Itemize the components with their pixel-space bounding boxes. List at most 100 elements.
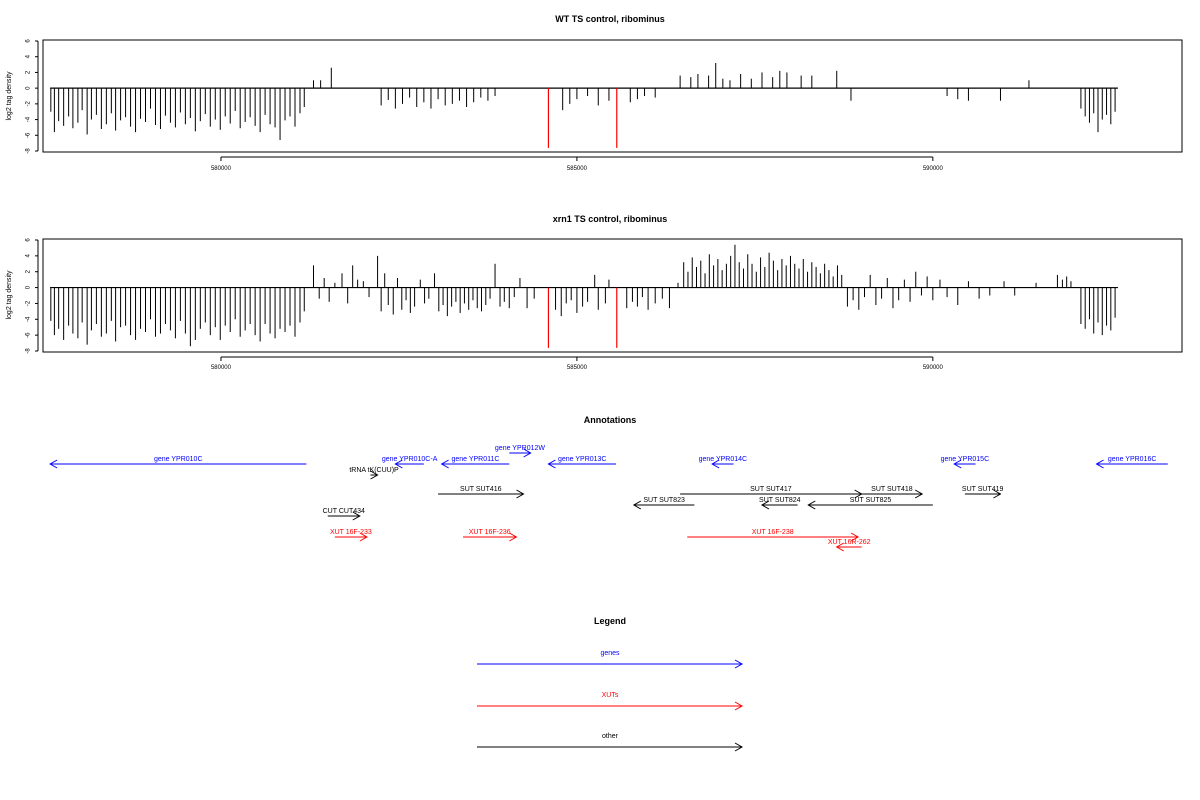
wt-y-tick-label: -4: [26, 116, 32, 122]
annotation-feature: gene YPR010C: [49, 456, 307, 469]
xrn1-bars: [50, 244, 1118, 348]
wt-y-tick-label: -8: [26, 148, 32, 154]
arrowhead-icon: [547, 459, 556, 469]
arrowhead-icon: [993, 489, 1002, 499]
wt-y-tick-label: 6: [26, 39, 32, 43]
annotation-feature: CUT CUT434: [323, 508, 365, 521]
xrn1-y-tick-label: 6: [26, 238, 32, 242]
feature-label: SUT SUT419: [962, 486, 1004, 493]
arrowhead-icon: [734, 659, 744, 669]
arrowhead-icon: [352, 511, 361, 521]
arrowhead-icon: [734, 742, 744, 752]
annotation-features: gene YPR010C gene YPR010C-A tRNA tK(CUU)P g…: [49, 445, 1168, 552]
legend-item-xuts: XUTs: [477, 692, 744, 711]
feature-label: XUT 16F-238: [752, 529, 794, 536]
feature-label: XUT 16F-236: [469, 529, 511, 536]
feature-label: SUT SUT418: [871, 486, 913, 493]
feature-label: gene YPR010C: [154, 456, 203, 463]
arrowhead-icon: [711, 459, 720, 469]
xrn1-y-tick-label: 0: [26, 285, 32, 289]
arrowhead-icon: [760, 500, 770, 510]
wt-y-axis-label: log2 tag density: [6, 71, 13, 121]
arrowhead-icon: [440, 459, 449, 469]
arrowhead-icon: [516, 489, 525, 499]
legend-panel: Legend genes XUTs other: [477, 616, 744, 752]
feature-label: gene YPR012W: [495, 445, 545, 452]
annotation-feature: SUT SUT825: [807, 497, 933, 510]
arrowhead-icon: [1095, 459, 1104, 469]
feature-label: gene YPR010C-A: [382, 456, 438, 463]
xrn1-y-tick-label: -8: [26, 348, 32, 354]
xrn1-plot-frame: [42, 238, 1183, 353]
arrowhead-icon: [734, 701, 744, 711]
arrowhead-icon: [835, 542, 844, 552]
arrowhead-icon: [632, 500, 642, 510]
annotation-feature: gene YPR014C: [699, 456, 748, 469]
xrn1-x-tick-label: 580000: [211, 365, 232, 371]
arrowhead-icon: [394, 459, 403, 469]
feature-label: SUT SUT416: [460, 486, 502, 493]
feature-label: SUT SUT417: [750, 486, 792, 493]
annotation-feature: XUT 16F-233: [330, 529, 372, 542]
feature-label: CUT CUT434: [323, 508, 365, 515]
xrn1-track-panel: xrn1 TS control, ribominus log2 tag dens…: [6, 214, 1183, 371]
feature-label: XUT 16F-233: [330, 529, 372, 536]
annotation-feature: SUT SUT419: [962, 486, 1004, 499]
wt-x-axis: 580000 585000 590000: [211, 156, 944, 172]
xrn1-y-tick-label: -6: [26, 332, 32, 338]
wt-y-tick-label: 2: [26, 70, 32, 74]
annotation-feature: XUT 16R-262: [828, 539, 871, 552]
xrn1-y-tick-label: -4: [26, 316, 32, 322]
xrn1-x-axis: 580000 585000 590000: [211, 356, 944, 371]
wt-y-tick-label: -6: [26, 132, 32, 138]
annotation-feature: gene YPR016C: [1095, 456, 1168, 469]
xrn1-x-tick-label: 585000: [567, 365, 588, 371]
wt-x-tick-label: 585000: [567, 166, 588, 172]
feature-label: SUT SUT825: [850, 497, 892, 504]
annotation-feature: tRNA tK(CUU)P: [349, 467, 399, 480]
annotation-feature: XUT 16F-238: [687, 529, 860, 542]
wt-y-tick-label: 0: [26, 86, 32, 90]
arrowhead-icon: [370, 470, 379, 480]
annotation-feature: gene YPR013C: [547, 456, 617, 469]
feature-label: gene YPR013C: [558, 456, 607, 463]
wt-y-tick-label: -2: [26, 101, 32, 107]
wt-bars: [50, 63, 1118, 148]
legend-label: other: [602, 733, 619, 740]
legend-item-other: other: [477, 733, 744, 752]
wt-y-axis: -8 -6 -4 -2 0 2 4 6: [26, 39, 39, 154]
xrn1-y-axis: -8 -6 -4 -2 0 2 4 6: [26, 238, 39, 354]
annotations-title: Annotations: [584, 415, 637, 425]
feature-label: gene YPR015C: [941, 456, 990, 463]
wt-y-tick-label: 4: [26, 54, 32, 58]
arrowhead-icon: [523, 448, 532, 458]
annotation-feature: gene YPR012W: [495, 445, 545, 458]
arrowhead-icon: [49, 459, 58, 469]
legend-items: genes XUTs other: [477, 650, 744, 752]
annotation-feature: SUT SUT824: [759, 497, 801, 510]
arrowhead-icon: [850, 532, 860, 542]
annotation-feature: SUT SUT418: [861, 486, 924, 499]
annotation-feature: gene YPR010C-A: [382, 456, 438, 469]
wt-x-tick-label: 580000: [211, 166, 232, 172]
legend-label: XUTs: [602, 692, 619, 699]
feature-label: XUT 16R-262: [828, 539, 871, 546]
wt-x-tick-label: 590000: [923, 166, 944, 172]
arrowhead-icon: [509, 532, 518, 542]
legend-title: Legend: [594, 616, 626, 626]
xrn1-y-axis-label: log2 tag density: [6, 270, 13, 320]
arrowhead-icon: [953, 459, 962, 469]
arrowhead-icon: [807, 500, 816, 510]
annotation-feature: gene YPR015C: [941, 456, 990, 469]
feature-label: SUT SUT823: [643, 497, 685, 504]
xrn1-track-title: xrn1 TS control, ribominus: [553, 214, 668, 224]
feature-label: gene YPR014C: [699, 456, 748, 463]
annotation-feature: gene YPR011C: [440, 456, 510, 469]
feature-label: tRNA tK(CUU)P: [349, 467, 399, 474]
wt-plot-frame: [42, 39, 1183, 153]
wt-track-title: WT TS control, ribominus: [555, 14, 665, 24]
feature-label: SUT SUT824: [759, 497, 801, 504]
xrn1-y-tick-label: 2: [26, 269, 32, 273]
annotations-panel: Annotations gene YPR010C gene YPR010C-A tR…: [49, 415, 1168, 552]
